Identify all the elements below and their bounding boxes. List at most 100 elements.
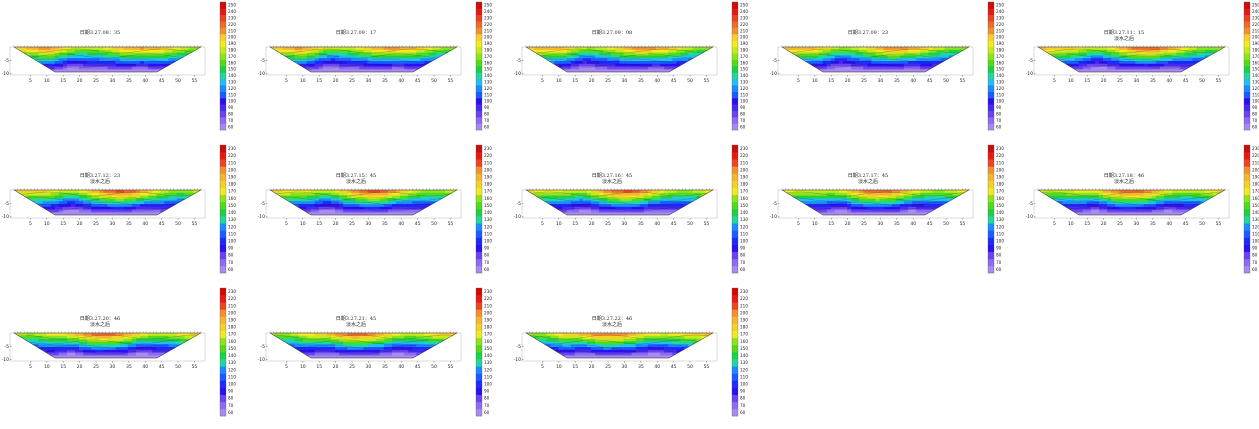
colorbar-tick-label: 210 bbox=[484, 28, 492, 33]
section-cell bbox=[1123, 72, 1127, 75]
section-cell bbox=[55, 201, 59, 204]
section-cell bbox=[1148, 61, 1152, 64]
colorbar-swatch bbox=[732, 209, 738, 216]
section-cell bbox=[697, 207, 701, 210]
section-cell bbox=[802, 69, 806, 72]
section-cell bbox=[1221, 55, 1225, 58]
section-cell bbox=[441, 50, 445, 53]
section-cell bbox=[140, 58, 144, 61]
section-cell bbox=[1184, 61, 1188, 64]
section-cell bbox=[319, 190, 323, 193]
x-tick-label: 40 bbox=[654, 221, 660, 227]
section-cell bbox=[538, 72, 542, 75]
section-cell bbox=[34, 69, 38, 72]
section-cell bbox=[1054, 47, 1058, 50]
section-cell bbox=[697, 61, 701, 64]
section-cell bbox=[181, 212, 185, 215]
colorbar-swatch bbox=[220, 72, 226, 79]
colorbar-swatch bbox=[220, 8, 226, 15]
section-cell bbox=[778, 50, 782, 53]
colorbar-swatch bbox=[732, 166, 738, 173]
section-cell bbox=[201, 210, 205, 213]
section-cell bbox=[437, 204, 441, 207]
section-cell bbox=[567, 196, 571, 199]
section-cell bbox=[26, 58, 30, 61]
section-cell bbox=[26, 69, 30, 72]
section-cell bbox=[697, 215, 701, 218]
colorbar-tick-label: 100 bbox=[228, 239, 236, 244]
section-cell bbox=[672, 72, 676, 75]
section-cell bbox=[266, 201, 270, 204]
section-cell bbox=[347, 190, 351, 193]
section-cell bbox=[112, 50, 116, 53]
section-cell bbox=[71, 210, 75, 213]
section-cell bbox=[1115, 67, 1119, 70]
section-cell bbox=[778, 67, 782, 70]
section-cell bbox=[782, 193, 786, 196]
section-cell bbox=[969, 53, 973, 56]
x-tick-label: 40 bbox=[1166, 78, 1172, 84]
section-cell bbox=[563, 196, 567, 199]
section-cell bbox=[1140, 61, 1144, 64]
section-cell bbox=[522, 61, 526, 64]
section-cell bbox=[91, 72, 95, 75]
section-cell bbox=[689, 190, 693, 193]
section-cell bbox=[615, 61, 619, 64]
section-cell bbox=[555, 55, 559, 58]
section-cell bbox=[47, 198, 51, 201]
section-cell bbox=[709, 198, 713, 201]
section-cell bbox=[408, 210, 412, 213]
section-cell bbox=[274, 72, 278, 75]
section-cell bbox=[538, 53, 542, 56]
section-cell bbox=[1209, 61, 1213, 64]
section-cell bbox=[1050, 58, 1054, 61]
section-cell bbox=[636, 58, 640, 61]
section-cell bbox=[571, 201, 575, 204]
section-cell bbox=[18, 67, 22, 70]
section-cell bbox=[408, 198, 412, 201]
section-cell bbox=[368, 190, 372, 193]
section-cell bbox=[43, 201, 47, 204]
colorbar-tick-label: 90 bbox=[996, 105, 1002, 110]
section-cell bbox=[404, 61, 408, 64]
section-cell bbox=[457, 61, 461, 64]
section-cell bbox=[294, 210, 298, 213]
section-cell bbox=[384, 193, 388, 196]
colorbar-tick-label: 240 bbox=[484, 9, 492, 14]
section-cell bbox=[1091, 47, 1095, 50]
section-cell bbox=[1091, 72, 1095, 75]
section-cell bbox=[624, 72, 628, 75]
colorbar-tick-label: 220 bbox=[740, 22, 748, 27]
section-cell bbox=[892, 67, 896, 70]
section-cell bbox=[156, 50, 160, 53]
section-cell bbox=[278, 55, 282, 58]
section-cell bbox=[335, 58, 339, 61]
section-cell bbox=[811, 212, 815, 215]
section-cell bbox=[611, 72, 615, 75]
section-cell bbox=[689, 207, 693, 210]
section-cell bbox=[908, 67, 912, 70]
section-cell bbox=[672, 64, 676, 67]
section-cell bbox=[144, 61, 148, 64]
section-cell bbox=[311, 61, 315, 64]
section-cell bbox=[542, 61, 546, 64]
section-cell bbox=[34, 212, 38, 215]
colorbar-tick-label: 190 bbox=[740, 175, 748, 180]
section-cell bbox=[299, 55, 303, 58]
section-cell bbox=[22, 64, 26, 67]
section-cell bbox=[705, 215, 709, 218]
section-cell bbox=[91, 193, 95, 196]
section-cell bbox=[10, 196, 14, 199]
section-cell bbox=[636, 67, 640, 70]
section-cell bbox=[177, 67, 181, 70]
section-cell bbox=[445, 198, 449, 201]
section-cell bbox=[404, 201, 408, 204]
section-cell bbox=[672, 50, 676, 53]
section-cell bbox=[632, 207, 636, 210]
section-cell bbox=[652, 55, 656, 58]
section-cell bbox=[307, 210, 311, 213]
section-cell bbox=[1042, 72, 1046, 75]
section-cell bbox=[433, 204, 437, 207]
section-cell bbox=[10, 55, 14, 58]
section-cell bbox=[18, 64, 22, 67]
